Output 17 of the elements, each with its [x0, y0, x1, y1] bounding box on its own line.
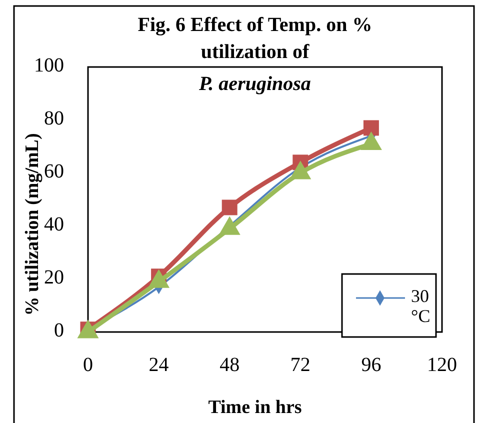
y-tick-label: 80 — [44, 108, 64, 130]
y-tick-label: 40 — [44, 214, 64, 236]
x-axis-title: Time in hrs — [208, 397, 302, 418]
y-tick-label: 0 — [54, 320, 64, 342]
chart-title: Fig. 6 Effect of Temp. on % utilization of — [138, 14, 372, 63]
legend-label: 30 °C — [411, 286, 430, 326]
y-tick-label: 20 — [44, 266, 64, 289]
x-tick-label: 24 — [148, 354, 169, 376]
x-tick-label: 96 — [361, 354, 382, 376]
x-tick-label: 0 — [83, 354, 93, 376]
y-tick-label: 100 — [34, 54, 64, 77]
chart-subtitle: P. aeruginosa — [198, 73, 311, 95]
y-tick-label: 60 — [44, 160, 64, 183]
x-tick-label: 48 — [220, 354, 240, 376]
x-tick-label: 120 — [427, 354, 457, 376]
y-axis-title: % utilization (mg/mL) — [22, 133, 43, 316]
x-tick-label: 72 — [290, 354, 310, 376]
